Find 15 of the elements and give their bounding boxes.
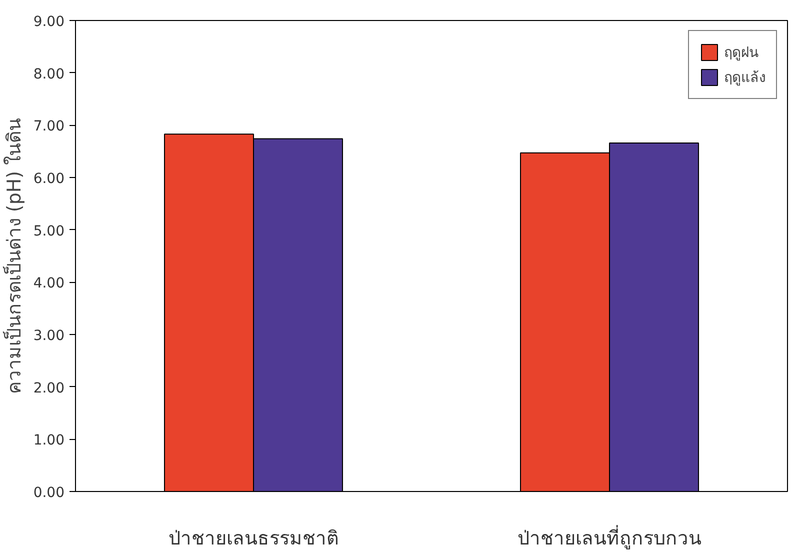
y-tick-label: 3.00 xyxy=(33,328,64,344)
y-axis-title: ความเป็นกรดเป็นด่าง (pH) ในดิน xyxy=(1,118,26,394)
y-tick-label: 7.00 xyxy=(33,118,64,135)
legend-label: ฤดูฝน xyxy=(724,44,759,63)
y-tick-label: 9.00 xyxy=(33,14,64,30)
y-tick-label: 2.00 xyxy=(33,380,64,396)
y-tick-label: 8.00 xyxy=(33,66,64,82)
y-tick-label: 6.00 xyxy=(33,171,64,187)
y-tick-label: 0.00 xyxy=(33,485,64,501)
y-tick-label: 4.00 xyxy=(33,276,64,292)
legend-label: ฤดูแล้ง xyxy=(724,69,766,88)
y-tick-label: 5.00 xyxy=(33,223,64,240)
y-tick-label: 1.00 xyxy=(33,432,64,449)
x-tick-label: ป่าชายเลนธรรมชาติ xyxy=(168,528,338,550)
x-tick-label: ป่าชายเลนที่ถูกรบกวน xyxy=(518,524,702,550)
